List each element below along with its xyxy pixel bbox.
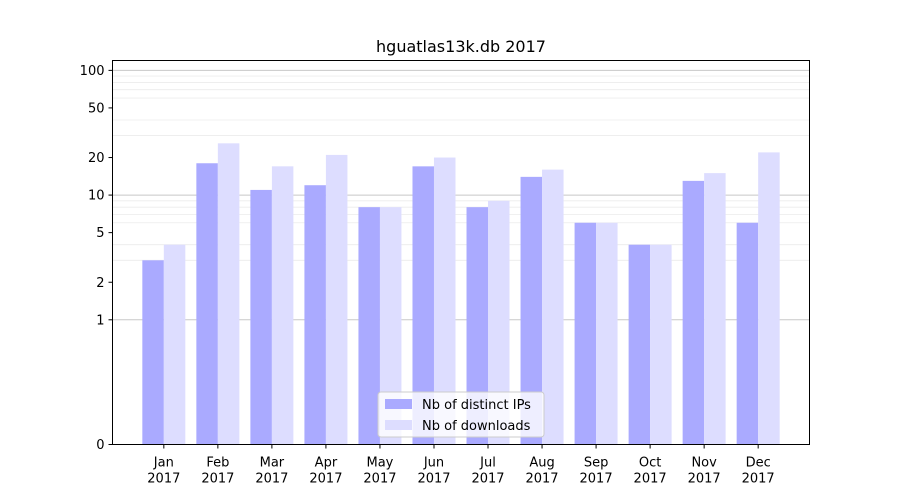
x-tick-label-month: Aug: [529, 456, 554, 471]
bar-downloads-sep: [596, 222, 618, 445]
x-tick-label-month: Jun: [423, 456, 444, 471]
y-tick-label: 5: [96, 226, 104, 241]
bar-downloads-nov: [704, 173, 726, 445]
y-tick-label: 2: [96, 276, 104, 291]
plot-frame: [112, 60, 810, 445]
bar-distinct-ips-aug: [520, 176, 543, 445]
y-axis-ticks: 0 1 2 5 10 20 50 100: [80, 64, 113, 453]
legend: Nb of distinct IPs Nb of downloads: [377, 391, 545, 438]
bar-downloads-jul: [488, 200, 510, 445]
bar-distinct-ips-feb: [196, 163, 218, 445]
bar-downloads-feb: [217, 143, 240, 445]
x-tick-label-year: 2017: [742, 472, 775, 487]
x-tick-label-month: Jan: [153, 456, 174, 471]
x-axis-ticks: Jan2017Feb2017Mar2017Apr2017May2017Jun20…: [147, 444, 775, 487]
y-tick-label: 20: [88, 151, 105, 166]
legend-swatch: [385, 420, 412, 430]
bar-distinct-ips-apr: [304, 185, 326, 445]
bars: [142, 143, 780, 445]
bar-downloads-mar: [271, 166, 294, 445]
bar-distinct-ips-jan: [142, 260, 164, 445]
bar-downloads-jun: [433, 157, 456, 445]
x-tick-label-month: Jul: [479, 456, 496, 471]
x-tick-label-year: 2017: [147, 472, 180, 487]
y-tick-label: 10: [88, 189, 105, 204]
x-tick-label-month: Nov: [691, 456, 717, 471]
bar-distinct-ips-mar: [250, 189, 272, 445]
x-tick-label-month: Oct: [639, 456, 661, 471]
x-tick-label-year: 2017: [201, 472, 234, 487]
legend-box: [377, 391, 545, 438]
x-tick-label-month: May: [367, 456, 394, 471]
x-tick-label-month: Dec: [746, 456, 771, 471]
bar-distinct-ips-jun: [412, 166, 434, 445]
y-tick-label: 1: [96, 313, 104, 328]
bar-downloads-oct: [650, 244, 672, 445]
x-tick-label-year: 2017: [309, 472, 342, 487]
bar-downloads-may: [379, 207, 402, 445]
x-tick-label-year: 2017: [363, 472, 396, 487]
bar-downloads-dec: [758, 152, 780, 445]
x-tick-label-month: Feb: [206, 456, 229, 471]
x-tick-label-year: 2017: [580, 472, 613, 487]
bar-downloads-jan: [163, 244, 186, 445]
x-tick-label-year: 2017: [688, 472, 721, 487]
x-tick-label-year: 2017: [471, 472, 504, 487]
x-tick-label-month: Sep: [584, 456, 609, 471]
y-tick-label: 100: [80, 64, 105, 79]
bar-distinct-ips-dec: [736, 222, 759, 445]
x-tick-label-year: 2017: [255, 472, 288, 487]
bar-distinct-ips-oct: [628, 244, 651, 445]
bar-distinct-ips-sep: [574, 222, 597, 445]
x-tick-label-year: 2017: [417, 472, 450, 487]
y-tick-label: 0: [96, 438, 104, 453]
bar-distinct-ips-may: [358, 207, 380, 445]
legend-label: Nb of downloads: [422, 419, 531, 434]
bar-downloads-aug: [542, 169, 564, 445]
bar-distinct-ips-nov: [682, 180, 705, 445]
chart-title: hguatlas13k.db 2017: [376, 37, 546, 56]
x-tick-label-month: Mar: [260, 456, 285, 471]
y-tick-label: 50: [88, 101, 105, 116]
bar-downloads-apr: [325, 154, 348, 445]
bar-distinct-ips-jul: [466, 207, 489, 445]
legend-swatch: [385, 399, 412, 409]
legend-label: Nb of distinct IPs: [422, 398, 531, 413]
x-tick-label-year: 2017: [525, 472, 558, 487]
x-tick-label-month: Apr: [315, 456, 338, 471]
x-tick-label-year: 2017: [634, 472, 667, 487]
